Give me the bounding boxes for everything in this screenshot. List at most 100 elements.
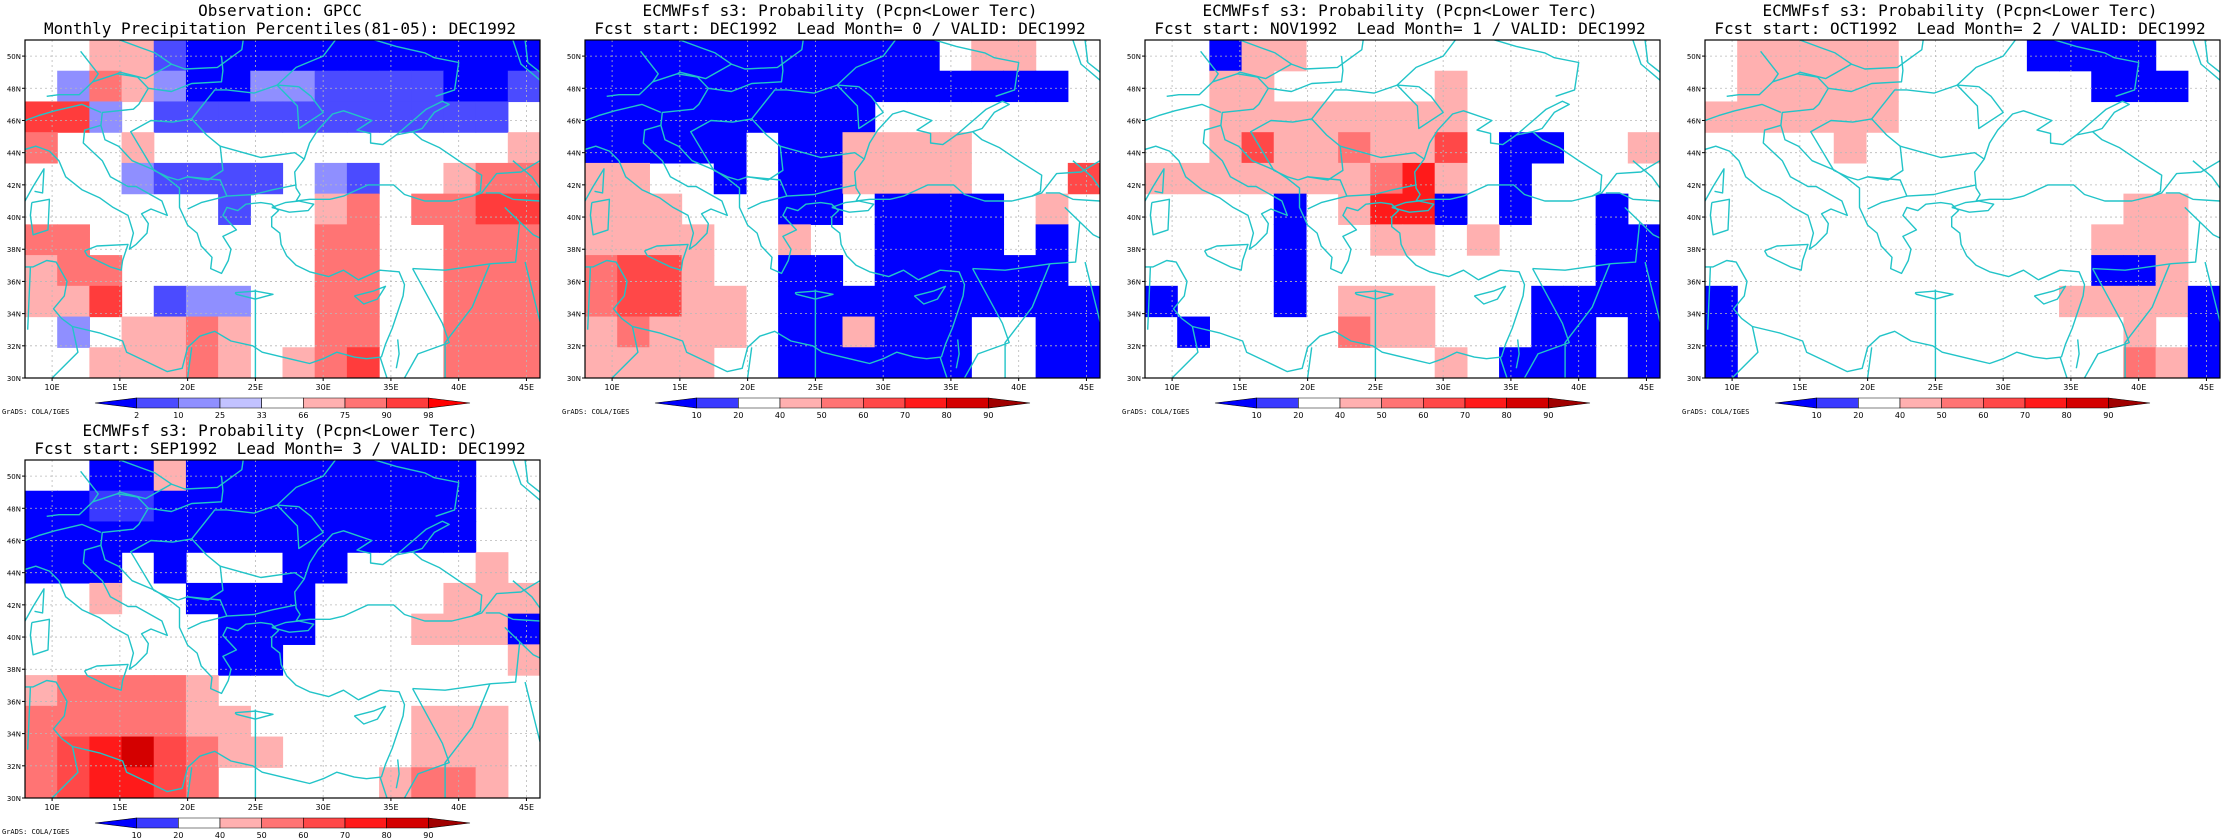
grid-cell — [2155, 285, 2189, 318]
map-plot: 10E 15E 20E 25E 30E 35E 40E 45E 50N 48N 46N 44N 42N 4… — [567, 39, 1101, 420]
grid-cell — [2123, 347, 2157, 378]
grid-cell — [617, 193, 650, 225]
colorbar-label: 40 — [1895, 411, 1905, 420]
grid-cell — [185, 101, 219, 133]
grid-cell — [1627, 285, 1660, 318]
grid-cell — [874, 316, 908, 348]
grid-cell — [2187, 285, 2220, 318]
grid-cell — [153, 705, 187, 738]
colorbar-label: 75 — [340, 411, 350, 420]
lat-label: 38N — [567, 246, 581, 254]
grid-cell — [1833, 70, 1867, 103]
colorbar-swatch — [261, 817, 304, 829]
lat-label: 44N — [1127, 150, 1141, 158]
lat-label: 46N — [1687, 117, 1701, 125]
grid-cell — [1563, 347, 1597, 378]
grid-cell — [713, 101, 747, 133]
grid-cell — [2155, 70, 2189, 103]
lat-label: 36N — [7, 278, 21, 286]
lat-label: 42N — [7, 182, 21, 190]
grid-cell — [1067, 347, 1100, 378]
grid-cell — [411, 70, 445, 103]
lon-label: 15E — [112, 383, 127, 392]
grid-cell — [1145, 162, 1178, 195]
colorbar-label: 70 — [2020, 411, 2030, 420]
colorbar-label: 20 — [173, 831, 183, 840]
grid-cell — [379, 70, 412, 103]
grid-cell — [475, 705, 509, 738]
lat-label: 32N — [567, 343, 581, 351]
colorbar-swatch — [136, 817, 179, 829]
grid-cell — [842, 347, 876, 378]
grid-cell — [153, 285, 187, 318]
grid-cell — [778, 132, 811, 164]
colorbar-swatch — [2108, 397, 2151, 409]
grid-cell — [250, 162, 284, 195]
grid-cell — [89, 101, 123, 133]
colorbar-label: 10 — [692, 411, 702, 420]
colorbar-swatch — [738, 397, 781, 409]
grid-cell — [1595, 224, 1629, 256]
grid-cell — [1209, 132, 1243, 164]
grid-cell — [411, 490, 445, 523]
grid-cell — [475, 40, 509, 72]
grid-cell — [443, 162, 477, 195]
grid-cell — [1434, 132, 1468, 164]
lat-label: 30N — [1127, 375, 1141, 383]
map-frame — [24, 39, 541, 379]
lat-label: 34N — [1127, 311, 1141, 319]
grid-cell — [1499, 193, 1532, 225]
grid-cell — [443, 40, 477, 72]
panel-title-line1: ECMWFsf s3: Probability (Pcpn<Lower Terc… — [82, 421, 478, 440]
grid-cell — [1769, 40, 1803, 72]
grid-cell — [2155, 224, 2189, 256]
lon-label: 25E — [1368, 383, 1383, 392]
panel-title-line1: Observation: GPCC — [198, 1, 362, 20]
colorbar-label: 50 — [1937, 411, 1947, 420]
grid-cell — [1370, 162, 1404, 195]
grid-cell — [1402, 224, 1436, 256]
grid-cell — [121, 316, 155, 348]
grid-cell — [906, 193, 940, 225]
grid-cell — [507, 70, 540, 103]
grid-cell — [842, 132, 876, 164]
grid-cell — [1705, 316, 1738, 348]
lat-label: 30N — [567, 375, 581, 383]
lon-label: 15E — [1792, 383, 1807, 392]
lon-label: 30E — [316, 803, 331, 812]
colorbar-label: 50 — [1377, 411, 1387, 420]
coastlines — [1145, 40, 1660, 378]
lon-label: 45E — [1639, 383, 1654, 392]
colorbar-label: 80 — [1502, 411, 1512, 420]
lon-label: 30E — [316, 383, 331, 392]
grid-cell — [57, 767, 90, 798]
grid-cell — [443, 101, 477, 133]
lat-label: 38N — [1687, 246, 1701, 254]
grid-cell — [443, 705, 477, 738]
grid-cell — [1035, 70, 1069, 103]
colorbar-swatch — [1381, 397, 1424, 409]
grid-cell — [617, 132, 650, 164]
grid-cell — [218, 736, 251, 768]
grid-cell — [1769, 101, 1803, 133]
grid-cell — [1305, 132, 1339, 164]
grid-cell — [1833, 132, 1867, 164]
lat-label: 36N — [1127, 278, 1141, 286]
grid-cell — [874, 347, 908, 378]
lat-label: 44N — [7, 150, 21, 158]
grid-cell — [874, 70, 908, 103]
grid-cell — [617, 255, 650, 287]
grid-cell — [939, 193, 972, 225]
grid-cell — [153, 552, 187, 584]
grid-cell — [2123, 70, 2157, 103]
grid-cell — [1035, 224, 1069, 256]
lat-label: 44N — [567, 150, 581, 158]
lat-label: 38N — [7, 666, 21, 674]
grid-cell — [314, 552, 348, 584]
grid-cell — [842, 316, 876, 348]
grid-cell — [1370, 132, 1404, 164]
grid-cell — [2091, 70, 2125, 103]
grid-cell — [282, 552, 316, 584]
grid-cell — [1499, 347, 1532, 378]
lat-label: 34N — [7, 311, 21, 319]
